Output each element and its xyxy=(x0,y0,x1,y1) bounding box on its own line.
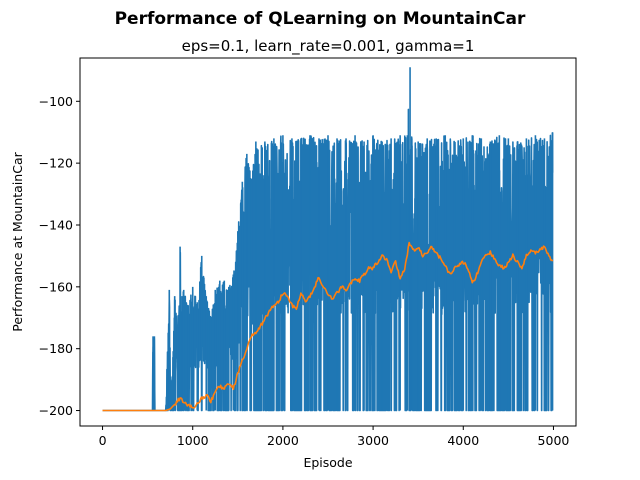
x-axis-label: Episode xyxy=(303,455,352,470)
chart-title: eps=0.1, learn_rate=0.001, gamma=1 xyxy=(182,37,475,56)
series-moving-average xyxy=(102,241,554,412)
plot-area xyxy=(101,67,554,412)
y-tick-label: −180 xyxy=(39,341,73,356)
y-tick-label: −140 xyxy=(39,217,73,232)
y-tick-label: −160 xyxy=(39,279,73,294)
x-tick-label: 2000 xyxy=(267,433,299,448)
x-axis: 0 1000 2000 3000 4000 5000 xyxy=(99,426,570,448)
x-tick-label: 4000 xyxy=(447,433,479,448)
y-tick-label: −200 xyxy=(39,403,73,418)
x-tick-label: 0 xyxy=(99,433,107,448)
chart-suptitle: Performance of QLearning on MountainCar xyxy=(115,9,526,29)
x-tick-label: 1000 xyxy=(177,433,209,448)
plot-frame xyxy=(79,57,577,427)
x-tick-label: 5000 xyxy=(538,433,570,448)
x-tick-label: 3000 xyxy=(357,433,389,448)
y-axis-label: Performance at MountainCar xyxy=(10,151,25,331)
y-tick-label: −120 xyxy=(39,156,73,171)
y-tick-label: −100 xyxy=(39,94,73,109)
y-axis: −200 −180 −160 −140 −120 −100 xyxy=(39,94,80,418)
